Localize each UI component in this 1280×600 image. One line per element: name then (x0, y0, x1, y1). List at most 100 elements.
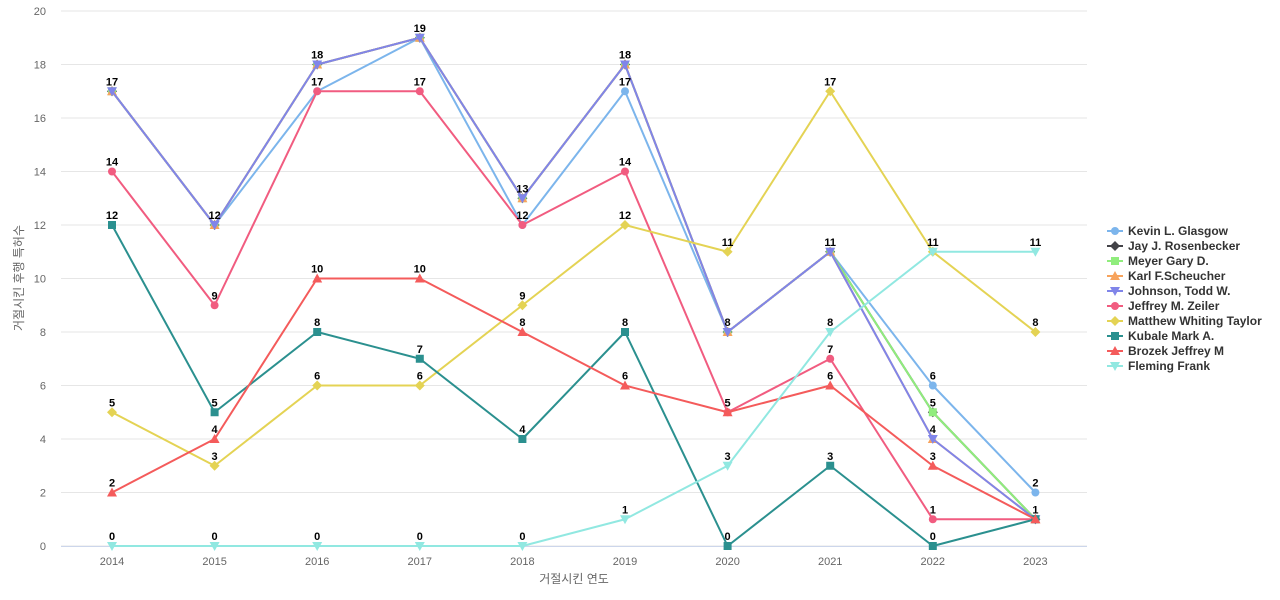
data-label: 8 (725, 317, 731, 329)
data-label: 12 (516, 210, 528, 222)
y-tick-label: 12 (34, 220, 46, 232)
y-tick-label: 4 (40, 434, 46, 446)
y-tick-label: 20 (34, 6, 46, 18)
data-label: 9 (519, 290, 525, 302)
data-labels: 1714125201295430181710860191710760131298… (106, 23, 1041, 543)
data-label: 0 (212, 531, 218, 543)
legend-item: Kevin L. Glasgow (1107, 224, 1229, 238)
legend-item: Kubale Mark A. (1107, 329, 1214, 343)
legend-marker (1110, 271, 1120, 280)
data-point (107, 542, 117, 551)
legend-marker (1111, 227, 1119, 235)
legend-item: Jeffrey M. Zeiler (1107, 299, 1220, 313)
legend-label: Kubale Mark A. (1128, 329, 1214, 343)
legend-item: Matthew Whiting Taylor (1107, 314, 1262, 328)
x-tick-label: 2016 (305, 556, 329, 568)
data-point (108, 167, 116, 176)
data-label: 10 (311, 264, 323, 276)
data-point (313, 328, 322, 336)
data-label: 17 (414, 76, 426, 88)
data-point (312, 380, 323, 391)
data-point (621, 328, 629, 336)
data-label: 8 (519, 317, 525, 329)
data-label: 6 (622, 371, 628, 383)
data-label: 1 (930, 504, 936, 516)
legend-item: Karl F.Scheucher (1107, 269, 1226, 283)
data-label: 4 (519, 424, 526, 436)
series-group (107, 247, 1041, 551)
data-label: 5 (930, 397, 936, 409)
data-point (825, 380, 836, 390)
series-group (108, 221, 1040, 550)
data-label: 12 (208, 210, 220, 222)
data-point (1030, 514, 1041, 524)
data-label: 5 (212, 397, 218, 409)
legend-item: Brozek Jeffrey M (1107, 344, 1224, 358)
data-point (210, 408, 219, 417)
data-point (107, 407, 117, 418)
data-label: 12 (106, 210, 118, 222)
data-label: 3 (930, 451, 936, 463)
x-tick-label: 2014 (100, 556, 124, 568)
series-line (111, 90, 1036, 521)
data-point (312, 60, 323, 70)
data-point (415, 354, 424, 363)
data-label: 17 (824, 76, 836, 88)
legend-item: Jay J. Rosenbecker (1107, 239, 1240, 253)
y-tick-label: 10 (34, 274, 46, 286)
data-point (209, 221, 220, 230)
x-tick-label: 2021 (818, 556, 842, 568)
data-label: 3 (827, 451, 833, 463)
data-point (414, 273, 425, 283)
data-label: 0 (314, 531, 320, 543)
x-tick-label: 2015 (202, 556, 226, 568)
legend-marker (1110, 346, 1120, 355)
data-point (825, 328, 836, 337)
series-line (111, 90, 1037, 467)
data-label: 11 (824, 237, 836, 249)
legend-item: Meyer Gary D. (1107, 254, 1209, 268)
data-point (414, 542, 425, 551)
legend-marker (1111, 257, 1119, 265)
data-label: 8 (1032, 317, 1038, 329)
y-tick-label: 2 (40, 488, 46, 500)
series-line (111, 277, 1036, 521)
data-label: 13 (516, 183, 528, 195)
legend-marker (1111, 302, 1119, 310)
data-point (313, 87, 322, 96)
data-label: 0 (725, 531, 731, 543)
x-tick-label: 2022 (921, 556, 945, 568)
data-label: 17 (106, 76, 118, 88)
series-layer (107, 32, 1041, 551)
data-label: 12 (619, 210, 631, 222)
data-label: 8 (622, 317, 628, 329)
series-group (107, 273, 1041, 524)
data-label: 3 (212, 451, 218, 463)
x-tick-label: 2018 (510, 556, 534, 568)
legend-label: Brozek Jeffrey M (1128, 344, 1224, 358)
data-point (209, 434, 220, 443)
data-point (518, 221, 527, 229)
y-tick-label: 6 (40, 381, 46, 393)
legend-item: Fleming Frank (1107, 359, 1210, 373)
data-point (620, 515, 630, 525)
data-point (414, 33, 425, 43)
data-label: 6 (827, 371, 833, 383)
data-label: 6 (930, 371, 936, 383)
data-label: 5 (109, 397, 115, 409)
data-point (107, 87, 117, 97)
data-label: 0 (109, 531, 115, 543)
data-point (414, 380, 425, 391)
x-tick-label: 2023 (1023, 556, 1047, 568)
legend-label: Johnson, Todd W. (1128, 284, 1230, 298)
data-label: 14 (106, 157, 119, 169)
legend-label: Jeffrey M. Zeiler (1128, 299, 1220, 313)
data-point (928, 381, 937, 390)
data-point (312, 273, 323, 283)
data-label: 17 (619, 76, 631, 88)
data-point (517, 327, 528, 336)
data-point (1031, 488, 1040, 497)
grid-lines (61, 10, 1087, 547)
data-point (620, 220, 630, 230)
legend-label: Fleming Frank (1128, 359, 1210, 373)
